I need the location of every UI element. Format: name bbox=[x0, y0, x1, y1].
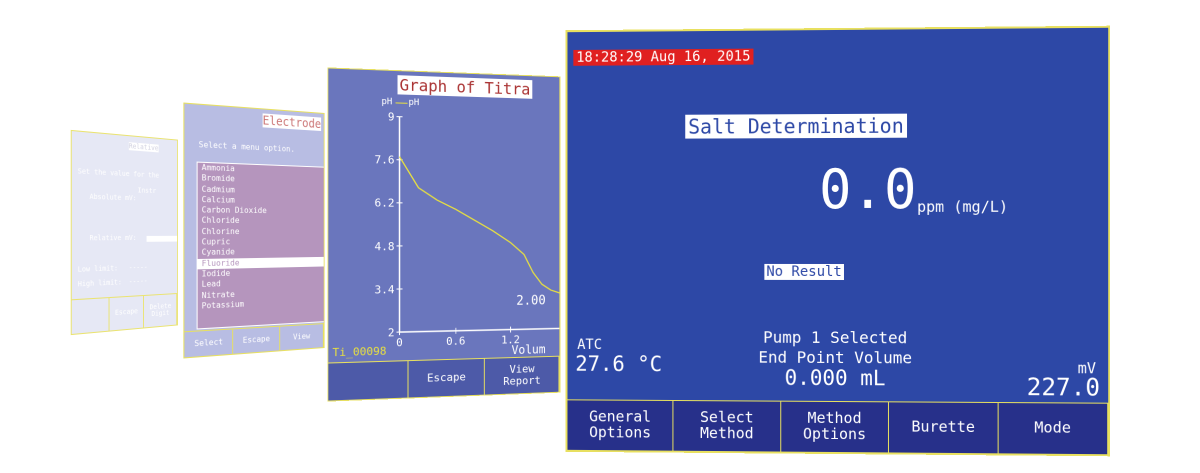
escape-button[interactable]: Escape bbox=[233, 326, 280, 354]
escape-button[interactable]: Escape bbox=[109, 295, 145, 331]
general-options-button[interactable]: General Options bbox=[567, 400, 674, 451]
electrode-list-item[interactable]: Chloride bbox=[201, 216, 240, 226]
low-limit-value: ----- bbox=[128, 263, 148, 272]
ph-curve bbox=[400, 157, 560, 295]
instr-text: Instr bbox=[137, 186, 157, 196]
x-tick-label: 0.6 bbox=[446, 335, 465, 348]
softkey-1[interactable] bbox=[328, 361, 409, 401]
screen-title: Relative bbox=[128, 142, 159, 153]
electrode-list-item[interactable]: Chlorine bbox=[201, 226, 240, 236]
instruction-text: Set the value for the bbox=[77, 167, 160, 180]
low-limit-label: Low limit: bbox=[77, 264, 119, 274]
endpoint-value-label: 2.00 bbox=[516, 293, 546, 309]
titration-chart: 2 3.4 4.8 6.2 7.6 9 0 0.6 1.2 bbox=[375, 110, 561, 349]
method-options-button[interactable]: Method Options bbox=[781, 401, 890, 453]
electrode-menu-screen: Electrode Select a menu option. Ammonia B… bbox=[183, 102, 325, 359]
softkey-1[interactable] bbox=[71, 298, 110, 334]
reading-unit: ppm (mg/L) bbox=[917, 197, 1009, 216]
y-tick-label: 6.2 bbox=[375, 197, 395, 210]
delete-digit-button[interactable]: Delete Digit bbox=[144, 293, 178, 328]
high-limit-value: ----- bbox=[128, 277, 148, 286]
prompt-text: Select a menu option. bbox=[198, 139, 295, 154]
select-button[interactable]: Select bbox=[184, 329, 234, 358]
y-tick-label: 9 bbox=[388, 110, 395, 123]
y-tick-label: 2 bbox=[388, 326, 395, 339]
relative-mv-input[interactable] bbox=[146, 235, 178, 242]
view-report-button[interactable]: View Report bbox=[485, 356, 560, 395]
reading-value: 0.0 bbox=[819, 157, 917, 222]
result-status: No Result bbox=[764, 263, 844, 281]
pump-status: Pump 1 Selected bbox=[763, 327, 908, 348]
salt-determination-screen: 18:28:29 Aug 16, 2015 Salt Determination… bbox=[565, 25, 1111, 457]
y-tick-label: 4.8 bbox=[375, 240, 395, 253]
burette-button[interactable]: Burette bbox=[889, 402, 999, 454]
x-axis bbox=[400, 328, 561, 332]
method-name: Salt Determination bbox=[685, 113, 907, 139]
high-limit-label: High limit: bbox=[77, 278, 122, 289]
relative-mv-screen: Relative Set the value for the Instr Abs… bbox=[70, 129, 178, 336]
screen-title: Electrode bbox=[262, 113, 322, 132]
electrode-list[interactable]: Ammonia Bromide Cadmium Calcium Carbon Dioxi… bbox=[196, 161, 325, 330]
x-axis-label: Volum bbox=[511, 342, 546, 358]
mv-value: 227.0 bbox=[1026, 372, 1101, 402]
file-name: Ti_00098 bbox=[332, 344, 387, 360]
datetime: 18:28:29 Aug 16, 2015 bbox=[573, 48, 754, 66]
escape-button[interactable]: Escape bbox=[408, 358, 486, 398]
y-tick-label: 7.6 bbox=[375, 153, 395, 166]
mode-button[interactable]: Mode bbox=[998, 403, 1109, 455]
titration-graph-screen: Graph of Titra pH pH 2 3.4 4.8 6.2 7.6 9 0 0.6 1… bbox=[327, 67, 561, 402]
select-method-button[interactable]: Select Method bbox=[673, 400, 782, 452]
x-tick-label: 1.2 bbox=[501, 333, 520, 346]
x-tick-label: 0 bbox=[396, 336, 403, 349]
relative-mv-label: Relative mV: bbox=[89, 233, 137, 243]
view-button[interactable]: View bbox=[279, 324, 324, 351]
absolute-mv-label: Absolute mV: bbox=[89, 192, 137, 203]
y-tick-label: 3.4 bbox=[375, 283, 395, 296]
